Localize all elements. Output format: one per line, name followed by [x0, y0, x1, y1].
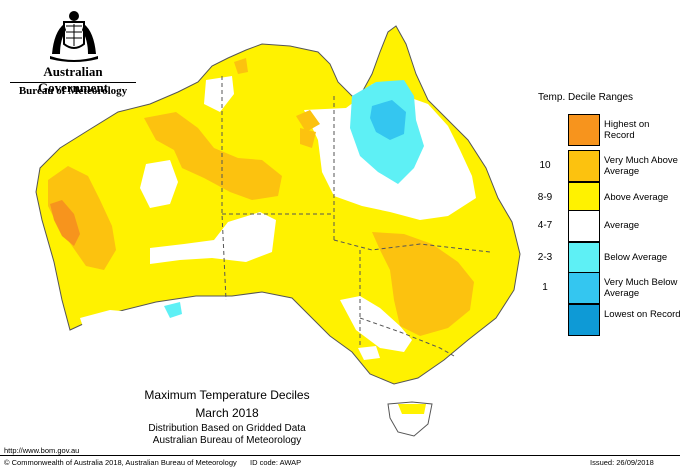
legend-label: Very Much Above Average — [604, 155, 678, 177]
legend-title: Temp. Decile Ranges — [538, 92, 634, 103]
legend-row: 4-7 Average — [530, 210, 680, 242]
average-south-central — [150, 212, 276, 264]
legend-decile-code: 4-7 — [537, 220, 553, 231]
very-much-above-nsw — [372, 232, 474, 336]
legend-label: Above Average — [604, 192, 669, 203]
very-much-above-kimberley — [144, 112, 282, 200]
legend-row: 10 Very Much Above Average — [530, 150, 680, 182]
footer-copyright: © Commonwealth of Australia 2018, Austra… — [4, 458, 237, 467]
legend-label: Below Average — [604, 252, 668, 263]
average-north — [204, 76, 234, 112]
map-title-block: Maximum Temperature Deciles March 2018 D… — [112, 388, 342, 447]
map-subtitle: Distribution Based on Gridded Data — [148, 423, 306, 434]
below-average-south — [164, 302, 182, 318]
legend-row: 2-3 Below Average — [530, 242, 680, 274]
bureau-name: Bureau of Meteorology — [18, 85, 128, 97]
footer-issued: Issued: 26/09/2018 — [590, 458, 654, 467]
legend-label: Highest on Record — [604, 119, 650, 141]
website-link[interactable]: http://www.bom.gov.au — [4, 446, 80, 455]
legend-row: Lowest on Record — [530, 304, 680, 336]
legend-row: 1 Very Much Below Average — [530, 272, 680, 304]
footer-divider — [0, 455, 680, 456]
legend-swatch — [568, 304, 600, 336]
average-central-ring — [140, 160, 178, 208]
very-much-above-westcoast — [48, 166, 116, 270]
legend-label: Lowest on Record — [604, 309, 680, 320]
legend-decile-code: 10 — [539, 160, 551, 171]
legend-swatch — [568, 210, 600, 242]
coat-of-arms-icon — [50, 11, 98, 62]
footer-id-code: ID code: AWAP — [250, 458, 302, 467]
tasmania-north-above — [398, 404, 426, 414]
average-southwest — [80, 310, 132, 334]
average-victoria — [358, 346, 380, 360]
legend-swatch — [568, 242, 600, 274]
very-much-below-qld — [370, 100, 406, 140]
map-title: Maximum Temperature Deciles — [144, 388, 310, 402]
legend-decile-code: 2-3 — [537, 252, 553, 263]
legend-decile-code: 1 — [542, 282, 548, 293]
very-much-above-north-spot — [300, 128, 316, 148]
legend-swatch — [568, 272, 600, 304]
legend-label: Very Much Below Average — [604, 277, 678, 299]
very-much-above-topend — [234, 58, 248, 74]
legend-row: Highest on Record — [530, 114, 680, 146]
map-period: March 2018 — [195, 406, 259, 420]
state-border-nsw-vic — [359, 317, 455, 357]
legend-swatch — [568, 114, 600, 146]
map-source: Australian Bureau of Meteorology — [152, 435, 302, 446]
legend-decile-code: 8-9 — [537, 192, 553, 203]
very-much-above-gulf — [296, 110, 320, 132]
legend-label: Average — [604, 220, 640, 231]
legend-swatch — [568, 150, 600, 182]
highest-on-record-wa — [50, 200, 80, 246]
logo-divider — [10, 82, 136, 83]
state-border-wa — [221, 76, 227, 301]
government-name: Australian Government — [37, 64, 109, 95]
state-border-qld-nsw — [333, 239, 491, 253]
